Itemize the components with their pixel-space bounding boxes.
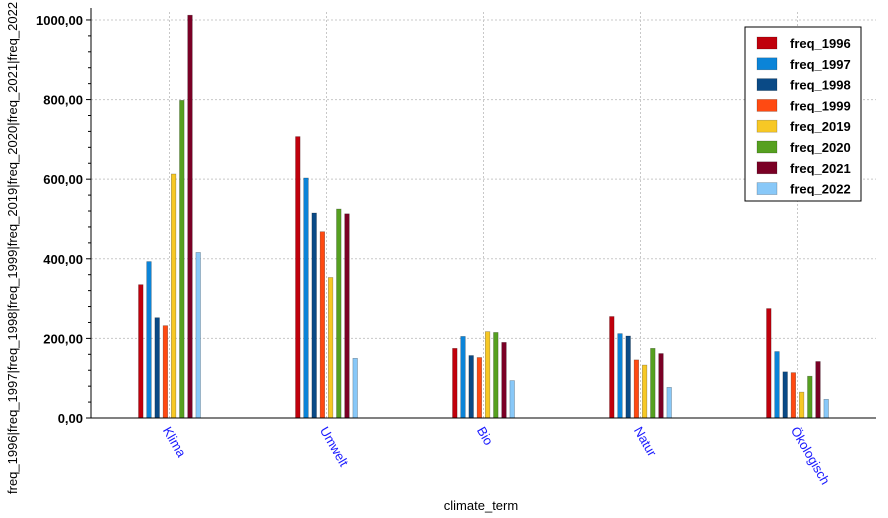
- bar-freq_1998-Umwelt: [311, 212, 317, 419]
- x-tick-label: Klima: [160, 424, 190, 460]
- bar-freq_2019-Umwelt: [327, 277, 334, 419]
- y-tick-label: 600,00: [43, 172, 83, 187]
- bar-freq_1999-Ökologisch: [790, 372, 796, 419]
- bars: [138, 14, 829, 419]
- legend-swatch: [756, 99, 778, 112]
- bar-freq_1996-Natur: [609, 316, 615, 419]
- bar-freq_1999-Klima: [162, 325, 169, 419]
- bar-freq_1997-Umwelt: [303, 177, 309, 419]
- bar-freq_2022-Natur: [666, 387, 672, 419]
- bar-freq_1997-Bio: [460, 336, 466, 419]
- bar-freq_2020-Klima: [179, 100, 185, 419]
- bar-freq_2021-Natur: [658, 353, 664, 419]
- legend-swatch: [756, 57, 778, 71]
- legend-swatch: [756, 78, 778, 91]
- bar-freq_2022-Bio: [509, 380, 515, 419]
- bar-freq_2020-Bio: [493, 332, 499, 419]
- legend-label: freq_2020: [790, 140, 851, 155]
- bar-freq_1998-Bio: [468, 355, 474, 419]
- bar-freq_1996-Umwelt: [295, 136, 301, 419]
- legend-label: freq_2022: [790, 182, 851, 197]
- bar-freq_1996-Bio: [452, 348, 458, 419]
- bar-freq_2022-Umwelt: [352, 357, 358, 419]
- legend-swatch: [756, 36, 778, 50]
- bar-freq_1997-Ökologisch: [774, 351, 780, 419]
- bar-freq_2020-Natur: [650, 348, 656, 419]
- bar-freq_1998-Klima: [154, 317, 160, 419]
- y-axis-title: freq_1996|freq_1997|freq_1998|freq_1999|…: [5, 2, 20, 494]
- legend-label: freq_1997: [790, 57, 851, 72]
- legend-box: [744, 26, 862, 202]
- bar-freq_2021-Bio: [501, 342, 507, 419]
- grid: [91, 12, 876, 418]
- bar-freq_1997-Natur: [617, 333, 623, 419]
- bar-freq_2021-Ökologisch: [815, 361, 821, 419]
- legend-label: freq_1999: [790, 98, 851, 113]
- legend: freq_1996 freq_1997 freq_1998 freq_1999freq…: [744, 26, 862, 202]
- bar-freq_2020-Ökologisch: [807, 375, 813, 419]
- x-tick-label: Natur: [631, 424, 660, 460]
- bar-freq_2019-Ökologisch: [798, 391, 805, 419]
- x-tick-label: Bio: [474, 424, 496, 448]
- bar-freq_1997-Klima: [146, 261, 152, 419]
- legend-label: freq_1998: [790, 78, 851, 93]
- legend-label: freq_2021: [790, 161, 851, 176]
- bar-freq_2019-Bio: [484, 331, 491, 419]
- bar-freq_2020-Umwelt: [336, 208, 342, 419]
- legend-swatch: [756, 119, 778, 133]
- y-tick-label: 400,00: [43, 252, 83, 267]
- y-tick-label: 800,00: [43, 93, 83, 108]
- x-tick-label: Ökologisch: [788, 424, 833, 487]
- bar-freq_1998-Natur: [625, 335, 631, 419]
- bar-freq_2022-Ökologisch: [823, 398, 829, 419]
- legend-label: freq_1996: [790, 36, 851, 51]
- bar-freq_2021-Klima: [187, 14, 193, 419]
- x-tick-label: Umwelt: [317, 424, 352, 469]
- bar-freq_2019-Klima: [171, 173, 177, 419]
- x-axis-title: climate_term: [444, 498, 518, 513]
- y-tick-label: 0,00: [58, 411, 83, 426]
- bar-freq_1996-Klima: [138, 284, 144, 419]
- bar-freq_1996-Ökologisch: [766, 308, 772, 419]
- bar-freq_2021-Umwelt: [344, 213, 350, 419]
- bar-freq_1998-Ökologisch: [782, 371, 788, 419]
- y-tick-label: 1000,00: [36, 13, 83, 28]
- y-tick-label: 200,00: [43, 331, 83, 346]
- bar-freq_1999-Umwelt: [319, 231, 326, 419]
- bar-freq_2022-Klima: [195, 252, 201, 419]
- bar-freq_1999-Bio: [476, 357, 483, 419]
- legend-label: freq_2019: [790, 119, 851, 134]
- legend-swatch: [756, 161, 778, 175]
- bar-freq_1999-Natur: [633, 359, 639, 419]
- legend-swatch: [756, 182, 778, 195]
- bar-freq_2019-Natur: [641, 364, 648, 419]
- legend-swatch: [756, 140, 778, 154]
